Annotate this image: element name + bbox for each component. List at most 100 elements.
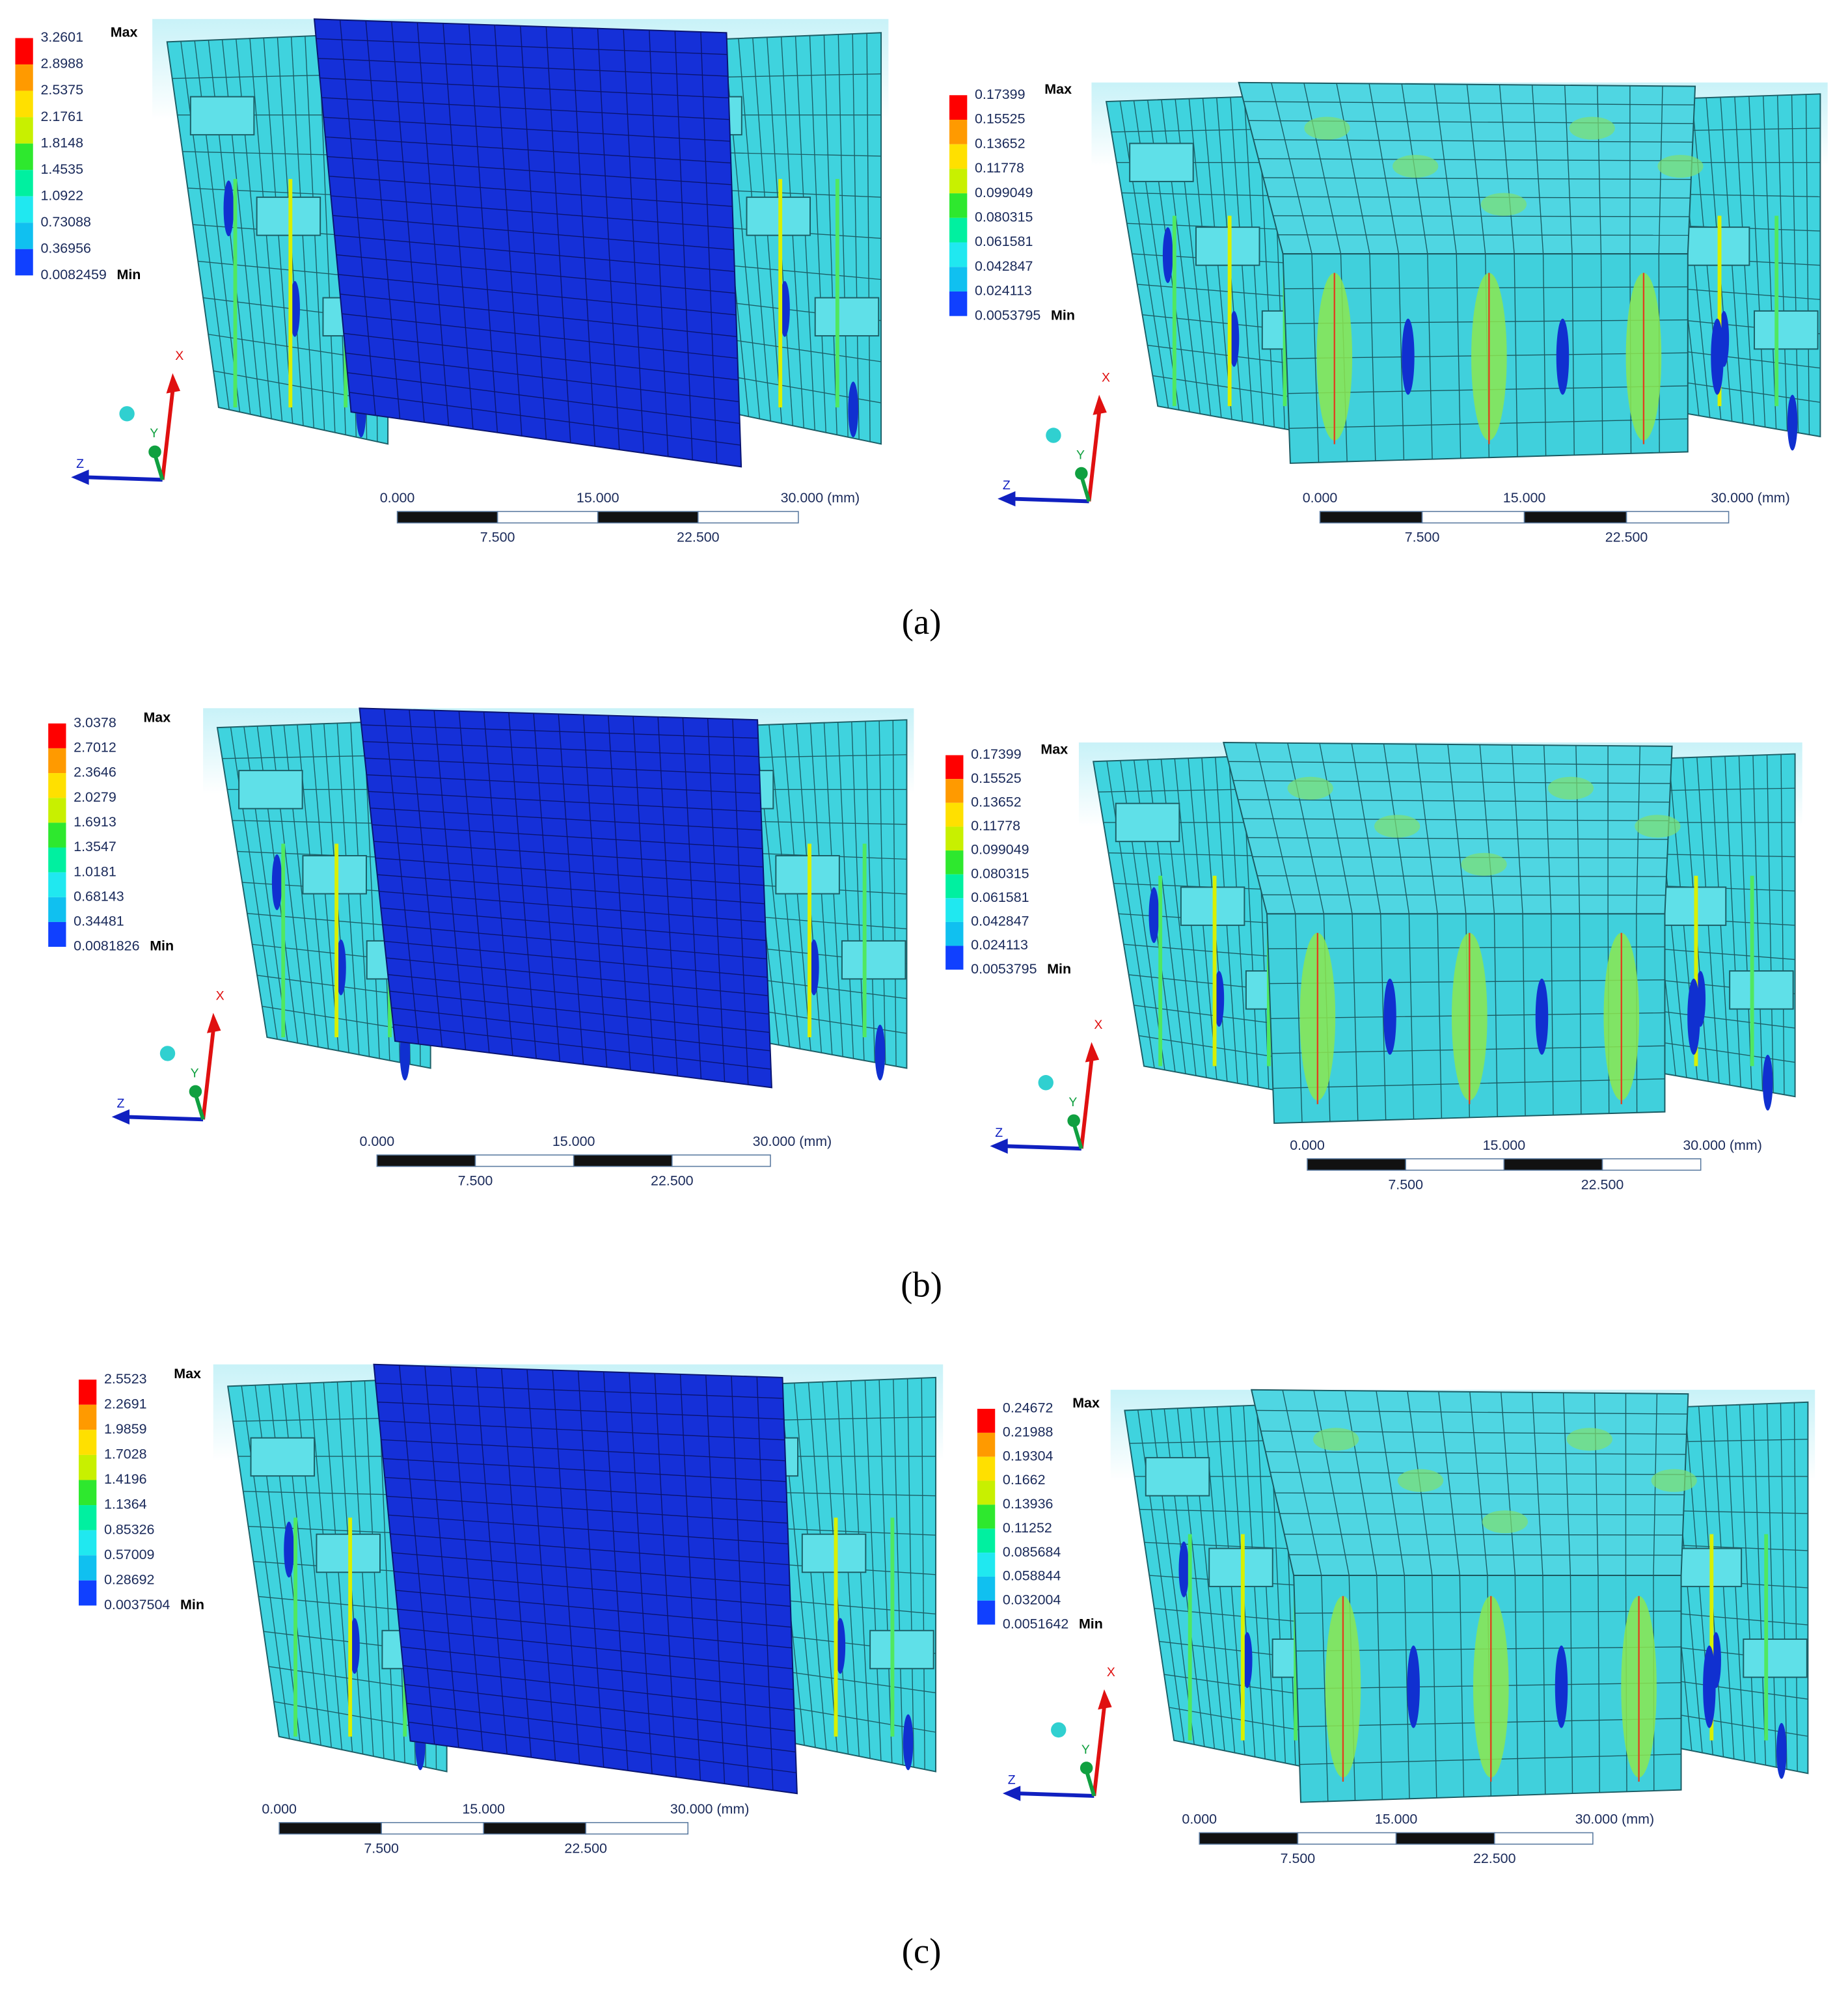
- legend-band: [78, 1505, 97, 1530]
- scale-segment: [1625, 511, 1730, 524]
- mesh-line: [331, 195, 733, 229]
- low-zone: [271, 854, 282, 910]
- mesh-line: [1368, 83, 1400, 254]
- view-ball: [1038, 1075, 1053, 1091]
- axis-z-label: Z: [116, 1096, 124, 1111]
- legend-label: 0.17399: [971, 746, 1022, 762]
- mesh-line: [316, 38, 727, 55]
- mesh-line: [1511, 744, 1523, 914]
- mesh-line: [1438, 1391, 1461, 1576]
- scale-segment: [1503, 1158, 1603, 1171]
- legend-label: 3.2601: [40, 29, 83, 45]
- axis-y: [1080, 475, 1091, 502]
- mesh-line: [1265, 1451, 1686, 1455]
- axis-x-label: X: [1094, 1018, 1102, 1032]
- arrow: [1093, 394, 1107, 415]
- legend-label: 1.1364: [104, 1497, 147, 1512]
- strain-zone: [1569, 116, 1615, 140]
- low-zone: [1383, 978, 1396, 1055]
- hot-strip: [1694, 875, 1698, 1067]
- legend-label: 0.11778: [971, 818, 1020, 834]
- arrow: [990, 1138, 1008, 1154]
- axis-y: [153, 454, 165, 481]
- legend-max: Max: [174, 1366, 201, 1381]
- scale-label: 15.000: [462, 1801, 505, 1817]
- cell: [775, 855, 840, 895]
- cell: [1115, 802, 1180, 843]
- low-zone: [1703, 1645, 1716, 1728]
- legend-band: [977, 1504, 996, 1529]
- hot-strip: [1172, 215, 1176, 407]
- legend-band: [15, 90, 33, 118]
- mesh-line: [1562, 1393, 1571, 1576]
- legend-label: 0.68143: [74, 888, 124, 904]
- legend-band: [15, 38, 33, 65]
- mesh-line: [1273, 215, 1690, 217]
- scale-label: 22.500: [651, 1173, 694, 1189]
- legend-band: [977, 1600, 996, 1625]
- scale-label: 0.000: [1182, 1812, 1217, 1827]
- scale-label: 0.000: [380, 490, 415, 506]
- mesh-line: [344, 333, 739, 381]
- caption: (a): [902, 602, 942, 642]
- mesh-line: [1268, 196, 1691, 198]
- legend-label: 2.0279: [74, 789, 116, 805]
- mesh-line: [1270, 1471, 1685, 1475]
- mesh-line: [403, 1665, 795, 1711]
- mesh-line: [374, 841, 763, 867]
- axis-y-tip: [148, 445, 161, 459]
- fea-model: [203, 707, 914, 1089]
- legend-band: [48, 773, 66, 798]
- legend-band: [15, 223, 33, 249]
- legend-band: [949, 242, 968, 267]
- mesh-face: [359, 707, 772, 1089]
- hot-strip: [348, 1517, 353, 1737]
- mesh-line: [329, 176, 733, 207]
- cell: [841, 940, 906, 980]
- legend-label: 0.0037504: [104, 1597, 170, 1612]
- low-zone: [1711, 318, 1724, 395]
- legend-label: 0.0082459: [40, 267, 106, 282]
- mesh-line: [372, 824, 763, 849]
- legend-label: 0.080315: [971, 865, 1029, 881]
- cell: [250, 1437, 316, 1477]
- legend-band: [949, 291, 968, 316]
- view-ball: [1046, 428, 1061, 443]
- legend-band: [949, 193, 968, 218]
- legend-label: 2.5523: [104, 1371, 147, 1387]
- hot-strip: [778, 179, 783, 408]
- hot-strip: [1240, 1534, 1245, 1741]
- mesh-line: [1469, 1391, 1488, 1576]
- axis-x: [1092, 1707, 1106, 1797]
- scale-segment: [496, 511, 599, 524]
- hot-strip: [288, 179, 293, 408]
- mesh-line: [1479, 744, 1495, 914]
- hot-strip: [834, 1517, 838, 1737]
- scale-label: 7.500: [1281, 1851, 1316, 1866]
- legend-band: [15, 196, 33, 223]
- legend-label: 0.73088: [40, 214, 91, 230]
- cell: [1145, 1457, 1210, 1497]
- legend-band: [949, 169, 968, 194]
- scale-segment: [381, 1822, 484, 1835]
- low-zone: [223, 180, 234, 237]
- mesh-line: [1466, 84, 1486, 254]
- legend-label: 0.0051642: [1003, 1616, 1068, 1631]
- scale-label: 15.000: [1483, 1137, 1526, 1153]
- legend-label: 1.0181: [74, 864, 116, 879]
- axis-y-label: Y: [1068, 1095, 1077, 1109]
- scale-label: 30.000 (mm): [781, 490, 860, 506]
- scale-label: 7.500: [1405, 530, 1440, 545]
- hot-strip: [1717, 215, 1722, 407]
- mesh-line: [382, 924, 767, 960]
- low-zone: [1556, 318, 1569, 395]
- legend-band: [48, 798, 66, 823]
- mesh-line: [392, 1552, 790, 1586]
- low-zone: [1402, 318, 1415, 395]
- legend-label: 0.85326: [104, 1521, 155, 1537]
- mesh-line: [368, 791, 761, 813]
- mesh-line: [377, 1401, 784, 1420]
- legend-label: 2.7012: [74, 740, 116, 755]
- scale-segment: [1405, 1158, 1505, 1171]
